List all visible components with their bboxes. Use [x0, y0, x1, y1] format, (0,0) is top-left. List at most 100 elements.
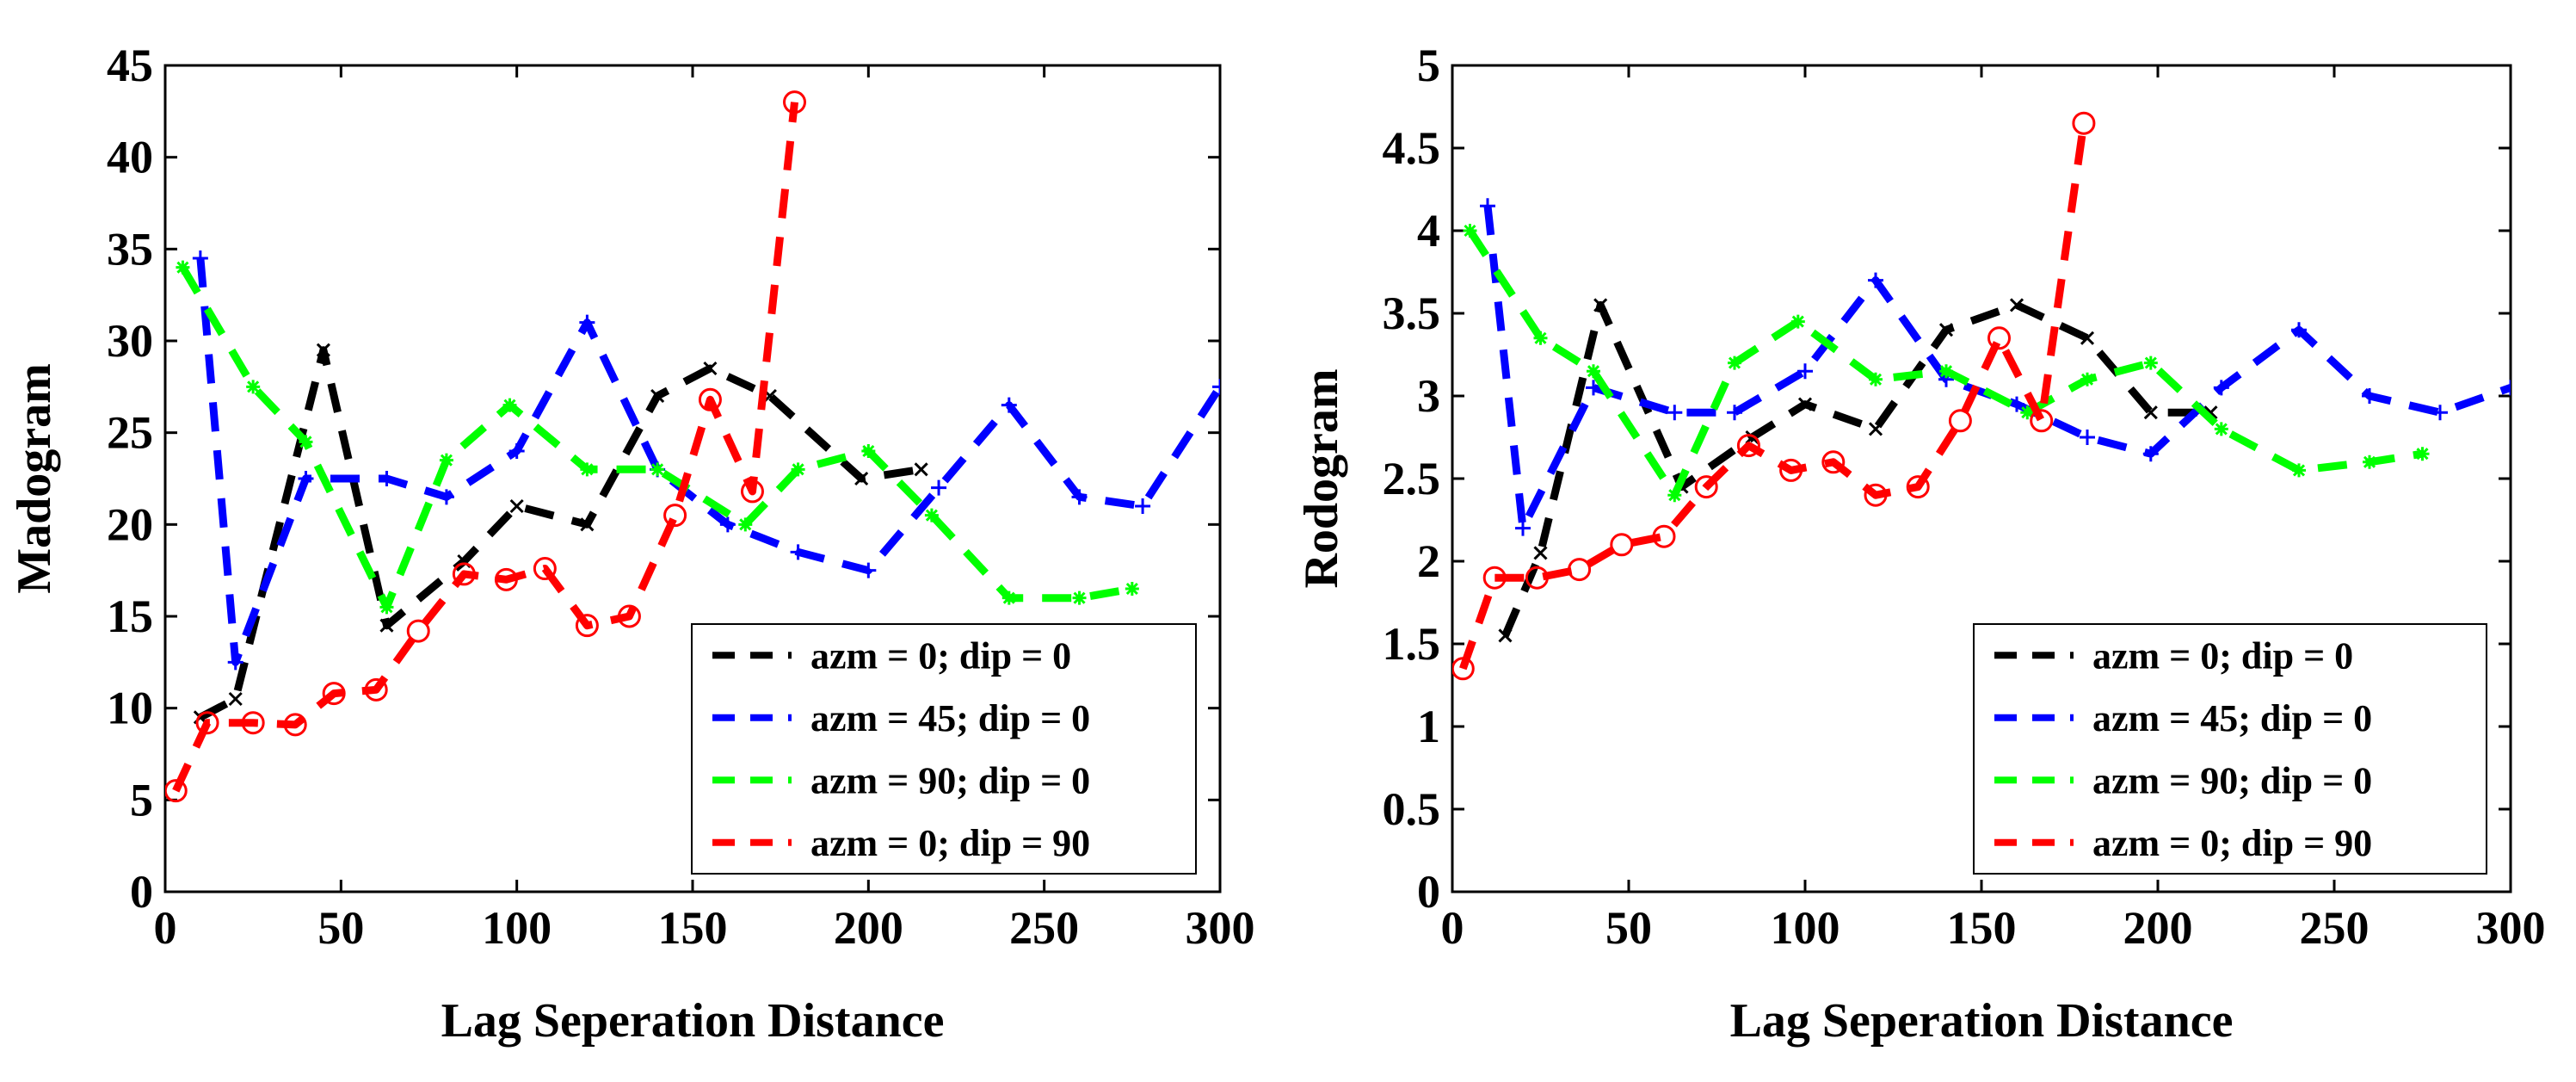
legend-label: azm = 0; dip = 0 [2092, 634, 2353, 677]
series-line [198, 346, 922, 721]
data-point [1790, 314, 1805, 329]
legend: azm = 0; dip = 0 azm = 45; dip = 0 azm = 9… [691, 623, 1197, 875]
data-point [1906, 475, 1930, 499]
data-point [740, 479, 764, 504]
legend-label: azm = 0; dip = 90 [810, 822, 1090, 864]
data-point [452, 562, 476, 586]
data-point [1480, 198, 1495, 214]
y-tick-label: 4.5 [1383, 122, 1441, 174]
data-point [2142, 446, 2159, 462]
series-2 [176, 260, 1139, 615]
y-tick-label: 2 [1417, 535, 1440, 587]
data-point [439, 453, 453, 467]
series-1 [192, 250, 1220, 671]
data-point [575, 614, 599, 638]
legend-label: azm = 45; dip = 0 [810, 697, 1090, 739]
data-point [1736, 434, 1760, 458]
data-point [2291, 322, 2307, 338]
legend-label: azm = 45; dip = 0 [2092, 697, 2372, 739]
data-point [502, 398, 517, 412]
data-point [1797, 397, 1813, 411]
data-point [379, 618, 394, 633]
data-point [195, 711, 219, 735]
data-point [1533, 331, 1548, 345]
series-0 [1498, 298, 2218, 643]
data-point [1587, 364, 1600, 379]
data-point [1525, 566, 1549, 590]
y-tick-label: 5 [1417, 40, 1440, 91]
y-tick-label: 30 [107, 315, 153, 367]
data-point [1593, 298, 1608, 312]
series-line [179, 265, 1133, 611]
x-tick-label: 250 [1009, 902, 1079, 954]
data-point [2009, 396, 2024, 412]
y-tick-label: 1 [1417, 701, 1440, 752]
data-point [1987, 326, 2011, 350]
data-point [2030, 409, 2054, 433]
data-point [1868, 272, 1883, 288]
data-point [2363, 454, 2376, 469]
data-point [1939, 364, 1953, 379]
data-point [322, 682, 346, 706]
series-line [1501, 300, 2211, 638]
y-tick-label: 1.5 [1383, 618, 1441, 670]
x-tick-label: 150 [658, 902, 728, 954]
legend-label: azm = 0; dip = 90 [2092, 822, 2372, 864]
y-tick-label: 3 [1417, 370, 1440, 422]
data-point [508, 443, 525, 459]
data-point [790, 544, 806, 560]
data-point [719, 516, 736, 533]
data-point [379, 471, 395, 486]
data-point [1071, 489, 1088, 505]
data-point [1745, 430, 1759, 445]
data-point [861, 444, 876, 458]
data-point [617, 604, 641, 628]
y-tick-label: 35 [107, 223, 153, 275]
x-tick-label: 250 [2300, 902, 2370, 954]
data-point [1779, 458, 1803, 482]
data-point [650, 462, 665, 477]
data-point [2503, 380, 2511, 396]
x-tick-label: 200 [834, 902, 903, 954]
data-point [1667, 405, 1683, 421]
data-point [579, 314, 595, 331]
data-point [650, 388, 665, 404]
data-point [316, 343, 330, 357]
x-tick-label: 100 [482, 902, 552, 954]
series-1 [1480, 198, 2511, 536]
data-point [791, 462, 805, 477]
madogram-panel: 0 50 100 150 200 250 300 0 5 10 15 20 25 30 35 40 45 Lag … [8, 40, 1255, 1048]
data-point [1515, 520, 1531, 536]
data-point [227, 654, 243, 671]
y-tick-label: 15 [107, 590, 153, 642]
y-axis-label: Madogram [8, 363, 61, 594]
data-point [406, 619, 430, 643]
x-tick-label: 50 [317, 902, 364, 954]
data-point [1498, 628, 1513, 643]
data-point [2080, 372, 2094, 386]
y-tick-label: 10 [107, 683, 153, 734]
data-point [1452, 657, 1475, 681]
data-point [2415, 447, 2430, 461]
x-tick-label: 0 [154, 902, 177, 954]
rodogram-panel: 0 50 100 150 200 250 300 0 0.5 1 1.5 2 2.5 3 3.5 4 4.5 5 L… [1295, 40, 2546, 1048]
y-tick-label: 0 [1417, 866, 1440, 918]
x-tick-label: 100 [1771, 902, 1840, 954]
x-tick-label: 150 [1947, 902, 2017, 954]
x-axis-label: Lag Seperation Distance [1730, 994, 2234, 1048]
data-point [2362, 388, 2377, 404]
data-point [438, 489, 454, 505]
data-point [533, 557, 557, 581]
legend: azm = 0; dip = 0 azm = 45; dip = 0 azm = 9… [1973, 623, 2487, 875]
series-line [1459, 122, 2088, 671]
data-point [1864, 483, 1888, 507]
data-point [1938, 323, 1954, 337]
data-point [1135, 498, 1151, 514]
x-tick-label: 50 [1605, 902, 1652, 954]
data-point [580, 462, 595, 477]
y-tick-label: 0 [130, 866, 153, 918]
y-tick-label: 40 [107, 132, 153, 183]
data-point [379, 600, 394, 615]
data-point [2432, 405, 2448, 421]
data-point [2143, 405, 2158, 420]
